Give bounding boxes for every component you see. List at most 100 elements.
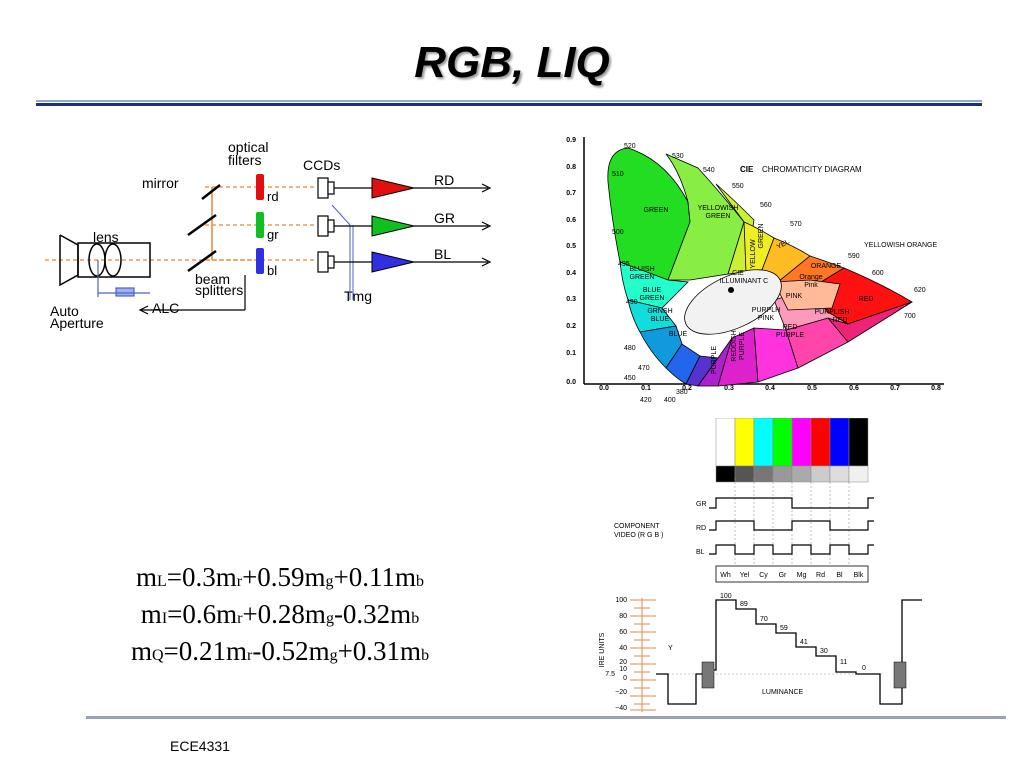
step-59: 59 <box>780 625 788 632</box>
cie-xtick: 0.2 <box>682 385 692 392</box>
bar-label: Mg <box>797 572 807 579</box>
ire-tick: −20 <box>615 689 627 696</box>
illuminant-c-point <box>728 287 734 293</box>
wl-490: 490 <box>626 299 638 306</box>
wl-480: 480 <box>624 345 636 352</box>
label-blue-region: BLUE <box>669 331 688 338</box>
cie-ytick: 0.4 <box>566 270 576 277</box>
wl-620: 620 <box>914 287 926 294</box>
title-rule <box>36 100 982 108</box>
output-gr-label: GR <box>434 210 455 226</box>
equation-in-phase: mI=0.6mr+0.28mg-0.32mb <box>140 599 420 629</box>
region-yellowish-green <box>665 153 745 281</box>
wl-450: 450 <box>624 375 636 382</box>
camera-channels: rd RD gr GR bl BL <box>256 172 492 278</box>
label-auto: Auto <box>50 303 79 319</box>
label-yellow-green: GREEN <box>758 224 765 249</box>
wl-600: 600 <box>872 270 884 277</box>
label-ccds: CCDs <box>303 157 340 173</box>
cie-chromaticity-diagram: 0.9 0.8 0.7 0.6 0.5 0.4 0.3 0.2 0.1 0.0 … <box>566 137 944 404</box>
signal-bl-label: BL <box>696 549 705 556</box>
label-grnsh: GRNSH <box>647 308 672 315</box>
cie-ytick: 0.5 <box>566 243 576 250</box>
camera-diagram: optical filters CCDs mirror lens beam sp… <box>45 139 372 331</box>
ire-tick: 0 <box>623 675 627 682</box>
channel-rd: rd RD <box>256 172 492 204</box>
sync-bursts <box>701 661 907 689</box>
color-bar-signals: GR RD BL COMPONENT VIDEO (R G B ) Wh Yel C… <box>614 418 874 583</box>
ccd-rd <box>317 177 329 199</box>
color-bar-cy <box>753 418 774 467</box>
wl-380: 380 <box>676 389 688 396</box>
label-green: GREEN <box>644 207 669 214</box>
label-grnsh-blue: BLUE <box>651 316 670 323</box>
cie-xtick: 0.3 <box>724 385 734 392</box>
ire-tick: 60 <box>619 629 627 636</box>
cie-ytick: 0.2 <box>566 323 576 330</box>
label-yellowish: YELLOWISH <box>698 205 739 212</box>
channel-bl: bl BL <box>256 246 492 278</box>
cie-ytick: 0.6 <box>566 217 576 224</box>
slide-title: RGB, LIQ <box>414 38 610 87</box>
waveform-gr <box>709 497 874 509</box>
ire-tick: 10 <box>619 666 627 673</box>
wl-560: 560 <box>760 202 772 209</box>
label-alc: ALC <box>152 300 179 316</box>
ire-scale <box>630 598 656 712</box>
amplifier-rd <box>371 177 415 199</box>
label-beam: beam <box>195 271 230 287</box>
wl-700: 700 <box>904 313 916 320</box>
label-orange: ORANGE <box>811 263 842 270</box>
label-reddish: REDDISH <box>731 330 738 362</box>
output-bl-label: BL <box>434 246 451 262</box>
luminance-waveform: IRE UNITS 100 80 60 40 20 10 0 7.5 −20 −… <box>599 593 922 712</box>
filter-gr-label: gr <box>267 227 279 242</box>
label-blue: BLUE <box>643 287 662 294</box>
cie-xtick: 0.5 <box>807 385 817 392</box>
ccd-bl <box>317 251 329 273</box>
gray-bar <box>848 465 869 483</box>
label-red: RED <box>859 296 874 303</box>
label-cie: CIE <box>732 270 744 277</box>
wl-550: 550 <box>732 183 744 190</box>
cie-ytick: 0.7 <box>566 190 576 197</box>
label-red-purple-2: PURPLE <box>776 332 804 339</box>
color-bar-mg <box>791 418 812 467</box>
footer-course: ECE4331 <box>170 738 230 754</box>
cie-xtick: 0.7 <box>890 385 900 392</box>
label-purplh: PURPLH <box>752 307 780 314</box>
label-filters: filters <box>228 152 261 168</box>
signal-gr-label: GR <box>696 501 707 508</box>
color-bar-wh <box>715 418 736 467</box>
channel-gr: gr GR <box>256 210 492 242</box>
wl-420: 420 <box>640 397 652 404</box>
label-bluish: BLUISH <box>629 266 654 273</box>
gray-bar <box>810 465 831 483</box>
step-11: 11 <box>840 659 847 666</box>
cie-xtick: 0.0 <box>599 385 609 392</box>
cie-ytick: 0.3 <box>566 296 576 303</box>
signal-rd-label: RD <box>696 525 706 532</box>
filter-bl <box>256 248 264 274</box>
label-lens: lens <box>93 229 119 245</box>
label-orange-pink-2: Pink <box>804 282 818 289</box>
step-70: 70 <box>760 616 768 623</box>
cie-ytick: 0.8 <box>566 164 576 171</box>
label-purplh-pink: PINK <box>758 315 775 322</box>
ire-tick: 7.5 <box>605 671 615 678</box>
wl-540: 540 <box>703 167 715 174</box>
wl-520: 520 <box>624 143 636 150</box>
gray-bar <box>829 465 850 483</box>
luminance-y-label: Y <box>668 645 673 652</box>
region-orange-pink <box>773 279 841 311</box>
label-illuminant-c: ILLUMINANT C <box>720 278 769 285</box>
step-100: 100 <box>720 593 732 600</box>
cie-ytick: 0.0 <box>566 379 576 386</box>
wl-590: 590 <box>848 253 860 260</box>
bar-label: Yel <box>740 572 750 579</box>
cie-xtick: 0.8 <box>931 385 941 392</box>
bar-label: Bl <box>836 572 843 579</box>
component-label: COMPONENT <box>614 523 660 530</box>
color-bar-rd <box>810 418 831 467</box>
footer-rule <box>86 716 1006 719</box>
